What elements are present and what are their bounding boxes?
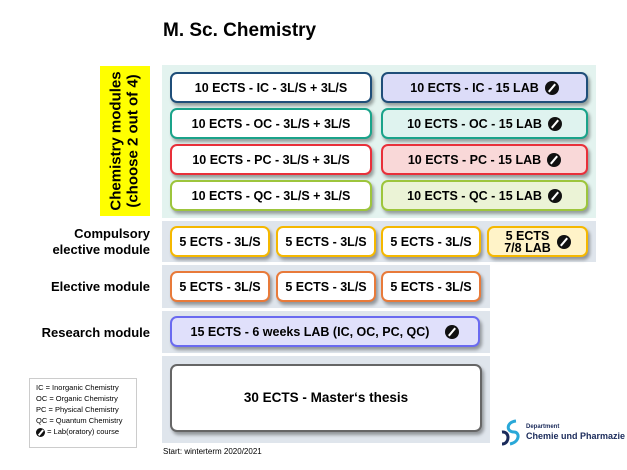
page-title: M. Sc. Chemistry — [163, 20, 317, 41]
legend-item: PC = Physical Chemistry — [36, 405, 119, 414]
chemistry-lecture-box: 10 ECTS - OC - 3L/S + 3L/S — [170, 108, 372, 139]
chemistry-lab-box: 10 ECTS - OC - 15 LAB — [381, 108, 588, 139]
lab-icon — [445, 324, 460, 339]
start-note: Start: winterterm 2020/2021 — [163, 447, 262, 456]
thesis-box: 30 ECTS - Master‘s thesis — [170, 364, 482, 432]
lab-icon — [544, 80, 559, 95]
chemistry-lecture-box: 10 ECTS - PC - 3L/S + 3L/S — [170, 144, 372, 175]
compulsory-box: 5 ECTS - 3L/S — [170, 226, 270, 257]
department-logo: Department Chemie und Pharmazie — [500, 418, 625, 453]
lab-icon — [556, 234, 571, 249]
lab-icon — [547, 188, 562, 203]
legend-item: = Lab(oratory) course — [36, 426, 130, 437]
legend-item: OC = Organic Chemistry — [36, 394, 118, 403]
elective-box: 5 ECTS - 3L/S — [170, 271, 270, 302]
elective-box: 5 ECTS - 3L/S — [276, 271, 376, 302]
legend-item: IC = Inorganic Chemistry — [36, 383, 119, 392]
lab-icon — [547, 152, 562, 167]
elective-box: 5 ECTS - 3L/S — [381, 271, 481, 302]
chemistry-lecture-box: 10 ECTS - IC - 3L/S + 3L/S — [170, 72, 372, 103]
chemistry-modules-label: Chemistry modules (choose 2 out of 4) — [100, 66, 150, 216]
compulsory-label: Compulsory elective module — [52, 226, 150, 257]
legend: IC = Inorganic Chemistry OC = Organic Ch… — [29, 378, 137, 448]
chemistry-lecture-box: 10 ECTS - QC - 3L/S + 3L/S — [170, 180, 372, 211]
legend-item: QC = Quantum Chemistry — [36, 416, 123, 425]
lab-icon — [547, 116, 562, 131]
research-label: Research module — [41, 325, 150, 340]
compulsory-box: 5 ECTS - 3L/S — [276, 226, 376, 257]
compulsory-lab-box: 5 ECTS 7/8 LAB — [487, 226, 588, 257]
chemistry-lab-box: 10 ECTS - PC - 15 LAB — [381, 144, 588, 175]
compulsory-box: 5 ECTS - 3L/S — [381, 226, 481, 257]
research-box: 15 ECTS - 6 weeks LAB (IC, OC, PC, QC) — [170, 316, 480, 347]
chemistry-lab-box: 10 ECTS - QC - 15 LAB — [381, 180, 588, 211]
elective-label: Elective module — [51, 279, 150, 294]
chemistry-lab-box: 10 ECTS - IC - 15 LAB — [381, 72, 588, 103]
lab-icon — [36, 427, 45, 437]
logo-icon — [501, 419, 520, 446]
